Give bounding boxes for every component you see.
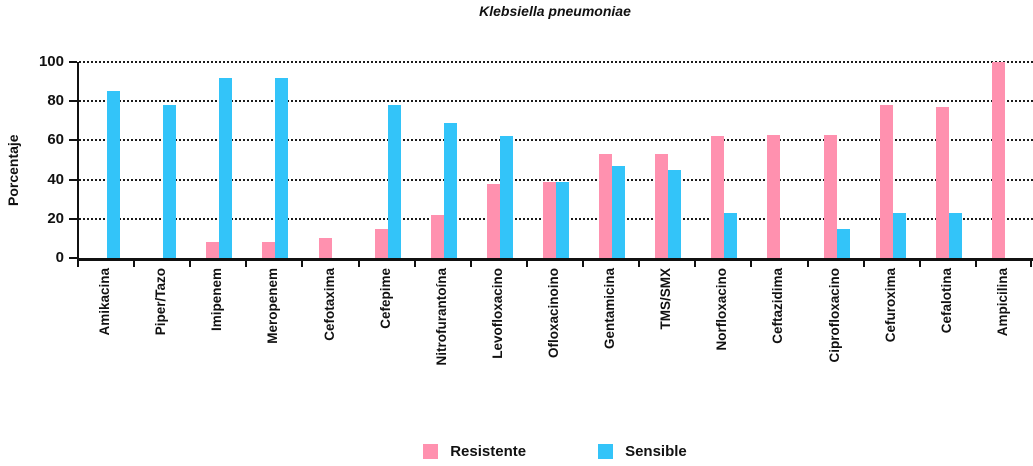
x-axis-label-tms-smx: TMS/SMX (658, 268, 674, 330)
legend-swatch-resistente (423, 444, 439, 459)
x-axis-label-gentamicina: Gentamicina (602, 268, 618, 350)
x-tick-mark (1030, 261, 1032, 267)
x-tick-mark (806, 261, 809, 267)
bar-sensible-meropenem (275, 77, 289, 258)
x-tick-mark (974, 261, 977, 267)
legend: Resistente Sensible (77, 443, 1033, 460)
legend-label-sensible: Sensible (625, 443, 687, 460)
bar-sensible-piper-tazo (163, 105, 177, 258)
gridline-100 (79, 61, 1033, 63)
x-tick-mark (413, 261, 416, 267)
y-tick-mark (69, 61, 77, 63)
legend-item-sensible: Sensible (598, 443, 687, 460)
bar-resistente-tms-smx (655, 154, 669, 258)
y-tick-mark (69, 217, 77, 220)
x-tick-mark (694, 261, 697, 267)
x-tick-mark (77, 261, 79, 267)
y-tick-mark (69, 100, 77, 103)
x-axis-label-nitrofuranto-na: Nitrofurantoína (433, 268, 449, 366)
bar-resistente-cefepime (374, 228, 388, 258)
bar-resistente-gentamicina (599, 154, 613, 258)
x-axis-label-cefuroxima: Cefuroxima (882, 268, 898, 343)
x-axis-label-cefepime: Cefepime (377, 268, 393, 329)
gridline-40 (79, 178, 1033, 181)
x-axis-label-piper-tazo: Piper/Tazo (153, 268, 169, 336)
bar-sensible-amikacina (107, 91, 121, 258)
bar-sensible-ciprofloxacino (836, 228, 850, 258)
x-tick-mark (357, 261, 360, 267)
x-axis-label-cefotaxima: Cefotaxima (321, 268, 337, 341)
bar-sensible-cefalotina (948, 212, 962, 258)
x-axis-label-meropenem: Meropenem (265, 268, 281, 344)
y-tick-mark (69, 139, 77, 142)
x-tick-mark (918, 261, 921, 267)
x-tick-mark (525, 261, 528, 267)
y-tick-label-80: 80 (47, 92, 64, 110)
x-tick-mark (133, 261, 136, 267)
bar-sensible-gentamicina (612, 165, 626, 258)
bar-sensible-imipenem (219, 77, 233, 258)
bar-resistente-cefuroxima (879, 105, 893, 258)
bar-resistente-imipenem (206, 242, 220, 258)
x-axis-label-ciprofloxacino: Ciprofloxacino (826, 268, 842, 363)
x-axis-label-levofloxacino: Levofloxacino (489, 268, 505, 359)
x-tick-mark (862, 261, 865, 267)
x-axis-label-ceftazidima: Ceftazidima (770, 268, 786, 344)
bar-sensible-norfloxacino (724, 212, 738, 258)
bar-resistente-cefotaxima (318, 238, 332, 258)
bar-sensible-cefuroxima (892, 212, 906, 258)
gridline-60 (79, 139, 1033, 142)
x-tick-mark (469, 261, 472, 267)
bar-resistente-nitrofuranto-na (430, 214, 444, 258)
bar-sensible-levofloxacino (499, 136, 513, 258)
legend-label-resistente: Resistente (450, 443, 527, 460)
x-axis-label-ofloxacinoino: Ofloxacinoino (546, 268, 561, 359)
bar-resistente-cefalotina (935, 107, 949, 258)
bar-sensible-tms-smx (668, 169, 682, 258)
y-tick-label-0: 0 (55, 249, 64, 266)
chart-title: Klebsiella pneumoniae (479, 3, 631, 19)
x-tick-mark (245, 261, 248, 267)
bar-resistente-ceftazidima (767, 134, 781, 258)
x-tick-mark (750, 261, 753, 267)
bar-sensible-ofloxacinoino (556, 181, 569, 258)
bar-resistente-ciprofloxacino (823, 134, 837, 258)
bar-resistente-levofloxacino (486, 183, 500, 258)
x-tick-mark (638, 261, 641, 267)
x-axis-label-amikacina: Amikacina (97, 268, 113, 336)
y-tick-label-100: 100 (38, 53, 64, 70)
y-tick-label-60: 60 (47, 131, 64, 149)
x-axis-label-imipenem: Imipenem (209, 268, 225, 332)
bar-sensible-nitrofuranto-na (443, 122, 457, 258)
bar-resistente-ofloxacinoino (543, 181, 556, 258)
y-tick-mark (69, 257, 77, 259)
x-axis-label-ampicilina: Ampicilina (994, 268, 1010, 337)
x-tick-mark (582, 261, 585, 267)
x-axis-label-norfloxacino: Norfloxacino (714, 268, 730, 351)
bar-sensible-cefepime (387, 105, 401, 258)
plot-area (77, 61, 1033, 261)
legend-swatch-sensible (598, 444, 614, 459)
x-axis-label-cefalotina: Cefalotina (938, 268, 954, 334)
bar-resistente-norfloxacino (711, 136, 725, 258)
y-tick-mark (69, 178, 77, 181)
x-tick-mark (189, 261, 192, 267)
y-tick-label-20: 20 (47, 209, 64, 227)
y-tick-label-40: 40 (47, 170, 64, 188)
bar-resistente-ampicilina (991, 62, 1005, 258)
gridline-80 (79, 100, 1033, 103)
x-tick-mark (301, 261, 304, 267)
bar-resistente-meropenem (262, 242, 276, 258)
legend-item-resistente: Resistente (423, 443, 526, 460)
